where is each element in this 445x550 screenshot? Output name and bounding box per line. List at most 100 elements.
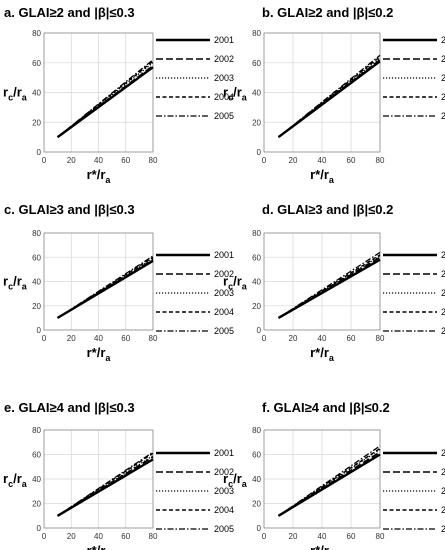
legend-label-2005: 2005 (214, 326, 234, 336)
x-axis-label: r*/ra (87, 167, 112, 185)
x-tick-label: 20 (67, 532, 76, 541)
y-tick-label: 80 (32, 229, 41, 238)
legend-label-2005: 2005 (441, 326, 445, 336)
y-tick-label: 60 (252, 59, 261, 68)
x-tick-label: 40 (318, 156, 327, 165)
y-tick-label: 20 (252, 302, 261, 311)
plot-frame (43, 32, 154, 153)
x-tick-label: 20 (289, 532, 298, 541)
series-line-2003 (278, 255, 381, 319)
y-axis-label: rc/ra (223, 471, 248, 489)
legend-label-2002: 2002 (441, 467, 445, 477)
series-line-2001 (277, 453, 381, 517)
y-tick-label: 80 (252, 29, 261, 38)
series-line-2003 (57, 257, 154, 319)
x-tick-label: 80 (376, 334, 385, 343)
x-tick-label: 0 (262, 156, 267, 165)
legend-label-2001: 2001 (214, 35, 234, 45)
plot-frame (43, 232, 154, 331)
legend-label-2004: 2004 (214, 92, 234, 102)
legend-label-2005: 2005 (214, 111, 234, 121)
series-line-2002 (57, 259, 154, 319)
panel-c: c. GLAI≥3 and |β|≤0.3 0 20 40 60 80 0 20 40 60 80 2… (3, 202, 234, 363)
legend-label-2004: 2004 (214, 505, 234, 515)
panel-d: d. GLAI≥3 and |β|≤0.2 0 20 40 60 80 0 20 40 60 80 2… (223, 202, 445, 363)
x-tick-label: 0 (42, 532, 47, 541)
x-tick-label: 80 (149, 156, 158, 165)
series-line-2005 (278, 54, 381, 138)
x-tick-label: 20 (67, 334, 76, 343)
y-axis-label: rc/ra (3, 471, 28, 489)
series-line-2004 (57, 256, 154, 319)
legend-label-2002: 2002 (214, 54, 234, 64)
y-tick-label: 40 (252, 89, 261, 98)
x-tick-label: 20 (289, 334, 298, 343)
y-tick-label: 20 (32, 118, 41, 127)
x-tick-label: 40 (318, 532, 327, 541)
y-tick-label: 0 (37, 524, 42, 533)
y-tick-label: 60 (252, 451, 261, 460)
legend-label-2003: 2003 (441, 486, 445, 496)
panel-title: e. GLAI≥4 and |β|≤0.3 (4, 400, 135, 415)
x-tick-label: 80 (149, 334, 158, 343)
series-line-2005 (278, 445, 381, 517)
panel-title: f. GLAI≥4 and |β|≤0.2 (262, 400, 390, 415)
legend-label-2004: 2004 (214, 307, 234, 317)
y-tick-label: 60 (32, 253, 41, 262)
panel-a: a. GLAI≥2 and |β|≤0.3 0 20 40 60 80 0 20 40 60 80 2… (3, 5, 234, 185)
legend-label-2001: 2001 (441, 250, 445, 260)
x-tick-label: 60 (347, 532, 356, 541)
legend-label-2002: 2002 (214, 269, 234, 279)
x-tick-label: 0 (262, 334, 267, 343)
y-tick-label: 80 (252, 229, 261, 238)
legend-label-2003: 2003 (441, 73, 445, 83)
y-tick-label: 40 (252, 475, 261, 484)
x-axis-label: r*/ra (87, 543, 112, 550)
x-tick-label: 0 (42, 334, 47, 343)
series-line-2004 (278, 56, 381, 138)
y-tick-label: 40 (32, 89, 41, 98)
legend-label-2002: 2002 (441, 54, 445, 64)
plot-frame (43, 429, 154, 529)
x-tick-label: 60 (347, 334, 356, 343)
legend-label-2001: 2001 (441, 448, 445, 458)
x-axis-label: r*/ra (310, 167, 335, 185)
y-tick-label: 40 (32, 475, 41, 484)
x-tick-label: 60 (121, 156, 130, 165)
legend-label-2004: 2004 (441, 92, 445, 102)
legend-label-2005: 2005 (441, 524, 445, 534)
y-tick-label: 60 (32, 451, 41, 460)
y-tick-label: 40 (32, 278, 41, 287)
y-axis-label: rc/ra (3, 274, 28, 292)
series-line-2005 (57, 59, 154, 138)
plot-frame (263, 32, 381, 153)
y-tick-label: 80 (32, 426, 41, 435)
y-tick-label: 0 (37, 148, 42, 157)
series-line-2003 (57, 455, 154, 517)
panel-title: d. GLAI≥3 and |β|≤0.2 (262, 202, 393, 217)
y-tick-label: 80 (32, 29, 41, 38)
panel-title: a. GLAI≥2 and |β|≤0.3 (4, 5, 135, 20)
panel-e: e. GLAI≥4 and |β|≤0.3 0 20 40 60 80 0 20 40 60 80 2… (3, 400, 234, 550)
x-tick-label: 60 (121, 334, 130, 343)
series-line-2002 (57, 456, 154, 517)
x-tick-label: 0 (42, 156, 47, 165)
legend-label-2005: 2005 (214, 524, 234, 534)
series-line-2005 (57, 451, 154, 517)
x-tick-label: 80 (376, 156, 385, 165)
legend-label-2001: 2001 (214, 250, 234, 260)
y-tick-label: 0 (257, 326, 262, 335)
y-axis-label: rc/ra (223, 85, 248, 103)
panel-title: c. GLAI≥3 and |β|≤0.3 (4, 202, 135, 217)
panel-b: b. GLAI≥2 and |β|≤0.2 0 20 40 60 80 0 20 40 60 80 2… (223, 5, 445, 185)
y-axis-label: rc/ra (3, 85, 28, 103)
x-tick-label: 20 (289, 156, 298, 165)
x-tick-label: 60 (347, 156, 356, 165)
legend-label-2003: 2003 (214, 486, 234, 496)
x-tick-label: 40 (94, 334, 103, 343)
legend-label-2004: 2004 (441, 307, 445, 317)
x-tick-label: 20 (67, 156, 76, 165)
x-tick-label: 60 (121, 532, 130, 541)
x-axis-label: r*/ra (87, 345, 112, 363)
y-tick-label: 60 (32, 59, 41, 68)
